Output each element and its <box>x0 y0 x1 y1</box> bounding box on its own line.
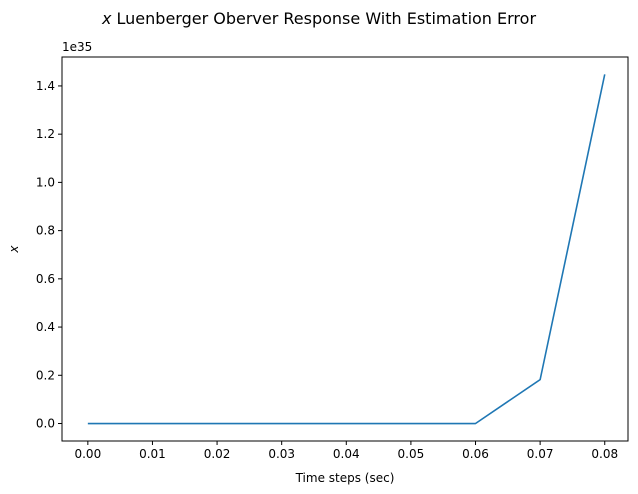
chart-title: x Luenberger Oberver Response With Estim… <box>0 9 638 28</box>
chart-marks <box>87 74 606 425</box>
y-tick-label: 0.8 <box>36 224 55 238</box>
chart-ticks: 0.00 0.01 0.02 0.03 0.04 0.05 0.06 0.07 0.08 0.0 0… <box>36 79 618 461</box>
y-tick-label: 1.0 <box>36 175 55 189</box>
x-axis-label: Time steps (sec) <box>295 471 395 485</box>
y-axis-label: x <box>7 245 21 254</box>
y-offset-label: 1e35 <box>62 40 92 54</box>
y-tick-label: 1.4 <box>36 79 55 93</box>
x-tick-label: 0.05 <box>398 447 425 461</box>
y-tick-label: 0.0 <box>36 417 55 431</box>
x-tick-label: 0.03 <box>268 447 295 461</box>
x-tick-label: 0.07 <box>527 447 554 461</box>
plot-frame <box>61 56 629 442</box>
y-tick-label: 0.6 <box>36 272 55 286</box>
chart-title-variable: x <box>101 9 112 28</box>
y-tick-label: 0.2 <box>36 368 55 382</box>
x-tick-label: 0.08 <box>591 447 618 461</box>
y-tick-label: 1.2 <box>36 127 55 141</box>
series-line <box>87 74 606 425</box>
y-tick-label: 0.4 <box>36 320 55 334</box>
x-tick-label: 0.02 <box>204 447 231 461</box>
x-tick-label: 0.06 <box>462 447 489 461</box>
x-tick-label: 0.04 <box>333 447 360 461</box>
x-tick-label: 0.00 <box>74 447 101 461</box>
chart-title-text: Luenberger Oberver Response With Estimat… <box>111 9 537 28</box>
x-tick-label: 0.01 <box>139 447 166 461</box>
